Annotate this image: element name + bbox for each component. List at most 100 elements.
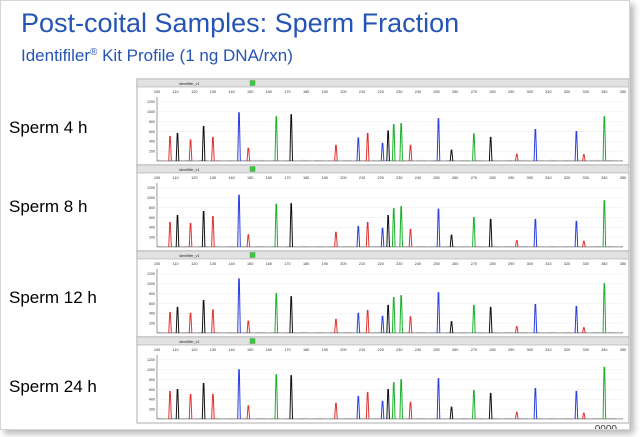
y-tick-label: 1000 (147, 110, 155, 114)
x-tick-label: 290 (508, 348, 514, 352)
peak-red (168, 311, 172, 334)
x-tick-label: 280 (489, 348, 495, 352)
electropherogram-panels: Identifiler_v1 100 110 120 130 140 150 160 170 18… (136, 78, 629, 424)
registered-mark: ® (89, 47, 98, 58)
x-tick-label: 270 (471, 348, 477, 352)
peak-black (449, 321, 454, 334)
x-tick-label: 270 (471, 90, 477, 94)
x-tick-label: 200 (340, 176, 346, 180)
peak-blue (533, 128, 538, 162)
peak-red (582, 327, 586, 334)
peak-green (399, 206, 403, 248)
peak-blue (533, 303, 538, 334)
x-tick-label: 170 (284, 176, 290, 180)
peak-blue (436, 118, 441, 162)
x-tick-label: 110 (173, 348, 179, 352)
peak-red (365, 221, 370, 248)
x-tick-label: 240 (415, 176, 421, 180)
x-tick-label: 310 (545, 348, 551, 352)
peak-red (211, 215, 215, 248)
panel-header-label: Identifiler_v1 (179, 168, 199, 172)
x-tick-label: 330 (583, 348, 589, 352)
y-tick-label: 400 (149, 140, 155, 144)
row-label-sperm-4h: Sperm 4 h (9, 118, 88, 137)
x-tick-label: 350 (620, 176, 626, 180)
peak-black (386, 388, 390, 420)
peak-blue (237, 194, 241, 248)
y-tick-label: 200 (149, 321, 155, 325)
x-tick-label: 100 (154, 262, 160, 266)
peak-black (386, 130, 390, 162)
peak-black (289, 114, 294, 162)
peak-blue (356, 312, 361, 334)
row-label-sperm-12h: Sperm 12 h (9, 288, 97, 307)
x-tick-label: 250 (433, 262, 439, 266)
y-tick-label: 1000 (147, 196, 155, 200)
peak-red (334, 144, 338, 162)
x-tick-label: 120 (191, 262, 197, 266)
y-tick-label: 800 (149, 292, 155, 296)
x-tick-label: 230 (396, 262, 402, 266)
x-tick-label: 310 (545, 262, 551, 266)
peak-blue (574, 305, 579, 334)
x-tick-label: 160 (266, 348, 272, 352)
peak-red (188, 393, 193, 420)
x-tick-label: 250 (433, 90, 439, 94)
panel-header-strip (136, 250, 629, 260)
x-tick-label: 250 (433, 348, 439, 352)
panel-status-indicator (249, 338, 256, 344)
x-tick-label: 120 (191, 90, 197, 94)
x-tick-label: 200 (340, 90, 346, 94)
x-tick-label: 150 (247, 176, 253, 180)
y-tick-label: 400 (149, 312, 155, 316)
peak-green (472, 389, 476, 420)
x-tick-label: 140 (228, 262, 234, 266)
peak-black (289, 203, 294, 248)
x-tick-label: 320 (564, 348, 570, 352)
cutoff-corner-text: 0000 (594, 424, 617, 430)
peak-green (399, 379, 403, 420)
x-tick-label: 330 (583, 90, 589, 94)
y-tick-label: 1000 (147, 368, 155, 372)
x-tick-label: 300 (527, 90, 533, 94)
x-tick-label: 290 (508, 262, 514, 266)
peak-black (488, 136, 493, 162)
y-tick-label: 600 (149, 388, 155, 392)
panel-status-indicator (249, 166, 256, 172)
peak-red (582, 154, 586, 162)
x-tick-label: 330 (583, 262, 589, 266)
x-tick-label: 340 (601, 90, 607, 94)
panel-header-label: Identifiler_v1 (179, 254, 199, 258)
x-tick-label: 200 (340, 348, 346, 352)
x-tick-label: 130 (210, 176, 216, 180)
x-tick-label: 260 (452, 176, 458, 180)
x-tick-label: 130 (210, 262, 216, 266)
peak-red (188, 312, 193, 334)
peak-black (201, 211, 206, 248)
y-tick-label: 800 (149, 378, 155, 382)
peak-red (334, 402, 338, 420)
slide-title: Post-coital Samples: Sperm Fraction (21, 8, 460, 38)
peak-black (449, 149, 454, 162)
x-tick-label: 130 (210, 90, 216, 94)
electropherogram-panel: Identifiler_v1 100 110 120 130 140 150 160 170 18… (136, 336, 629, 424)
x-tick-label: 220 (378, 176, 384, 180)
x-tick-label: 180 (303, 90, 309, 94)
peak-red (514, 240, 519, 248)
peak-blue (533, 218, 538, 248)
x-tick-label: 190 (322, 90, 328, 94)
x-tick-label: 140 (228, 90, 234, 94)
x-tick-label: 160 (266, 90, 272, 94)
x-tick-label: 350 (620, 348, 626, 352)
peak-red (168, 390, 172, 420)
peak-black (175, 132, 180, 162)
peak-blue (380, 142, 385, 162)
x-tick-label: 180 (303, 176, 309, 180)
x-tick-label: 100 (154, 176, 160, 180)
panel-header-strip (136, 336, 629, 346)
x-tick-label: 340 (601, 176, 607, 180)
x-tick-label: 290 (508, 90, 514, 94)
x-tick-label: 170 (284, 262, 290, 266)
x-tick-label: 140 (228, 348, 234, 352)
peak-red (408, 316, 413, 334)
